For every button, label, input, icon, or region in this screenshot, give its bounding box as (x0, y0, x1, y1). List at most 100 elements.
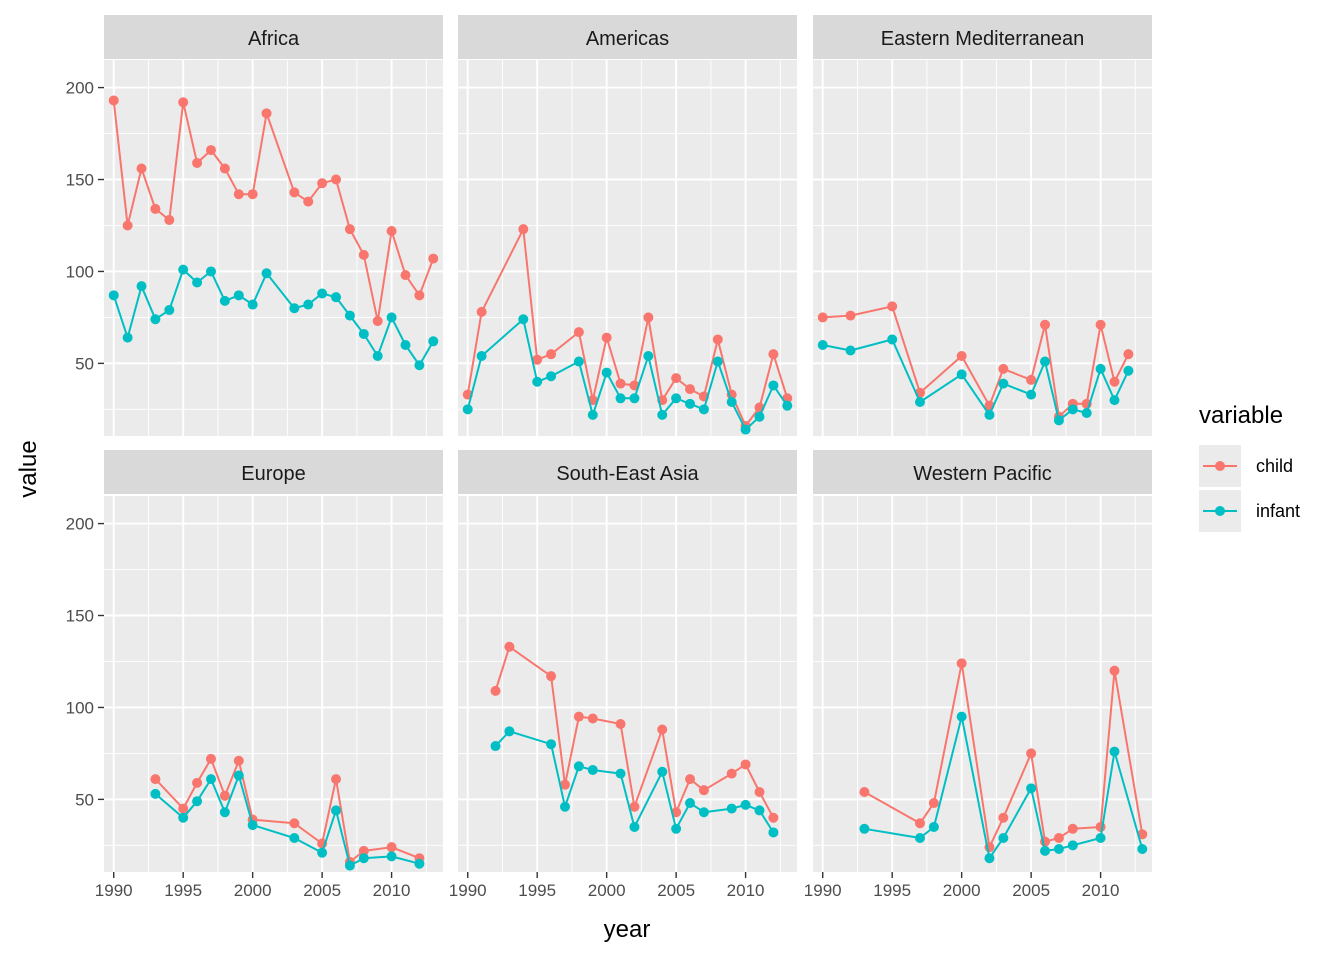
series-infant (462, 314, 793, 435)
y-tick-label: 100 (66, 262, 94, 281)
data-point-child (573, 711, 584, 722)
legend-entry-infant: infant (1199, 490, 1300, 532)
data-point-child (414, 290, 425, 301)
data-point-child (928, 798, 939, 809)
facet-europe: Europe 50 100 150 200 1990 1995 2000 2005 2010 (66, 450, 443, 900)
data-point-infant (289, 832, 300, 843)
data-point-child (1026, 748, 1037, 759)
data-point-infant (845, 345, 856, 356)
x-tick-label: 2000 (943, 881, 981, 900)
panel-background (104, 60, 443, 436)
data-point-infant (150, 788, 161, 799)
x-tick-label: 1995 (873, 881, 911, 900)
data-point-child (601, 332, 612, 343)
data-point-infant (768, 827, 779, 838)
x-axis-title: year (604, 916, 651, 943)
data-point-infant (657, 766, 668, 777)
x-tick-label: 2005 (657, 881, 695, 900)
data-point-child (1095, 319, 1106, 330)
data-point-infant (205, 266, 216, 277)
data-point-child (573, 327, 584, 338)
legend-label-child: child (1256, 456, 1293, 476)
data-point-infant (303, 299, 314, 310)
data-point-child (372, 316, 383, 327)
data-point-infant (685, 398, 696, 409)
data-point-infant (462, 404, 473, 415)
data-point-infant (629, 393, 640, 404)
data-point-infant (1123, 365, 1134, 376)
data-point-infant (400, 339, 411, 350)
data-point-child (726, 768, 737, 779)
data-point-infant (643, 351, 654, 362)
data-point-child (1026, 374, 1037, 385)
data-point-infant (178, 812, 189, 823)
data-point-infant (317, 847, 328, 858)
data-point-infant (601, 367, 612, 378)
data-point-infant (476, 351, 487, 362)
data-point-infant (587, 764, 598, 775)
facet-africa: Africa 50 100 150 200 (66, 15, 443, 436)
data-point-child (712, 334, 723, 345)
data-point-child (768, 812, 779, 823)
data-point-infant (219, 295, 230, 306)
data-point-infant (1040, 356, 1051, 367)
data-point-infant (1067, 840, 1078, 851)
data-point-child (1123, 349, 1134, 360)
data-point-infant (726, 803, 737, 814)
data-point-infant (998, 832, 1009, 843)
facet-strip-label: Africa (248, 28, 300, 50)
data-point-child (289, 187, 300, 198)
data-point-child (643, 312, 654, 323)
series-child (462, 224, 793, 431)
data-point-infant (331, 292, 342, 303)
data-point-child (956, 658, 967, 669)
facet-strip (458, 15, 797, 59)
data-point-infant (956, 711, 967, 722)
data-point-infant (914, 832, 925, 843)
data-point-child (1053, 832, 1064, 843)
data-point-child (476, 306, 487, 317)
data-point-child (1109, 665, 1120, 676)
legend-entry-child: child (1199, 445, 1293, 487)
data-point-infant (914, 396, 925, 407)
x-tick-label: 2010 (373, 881, 411, 900)
x-tick-label: 2010 (727, 881, 765, 900)
data-point-infant (1109, 395, 1120, 406)
data-point-infant (1026, 389, 1037, 400)
x-tick-label: 1995 (164, 881, 202, 900)
data-point-infant (344, 310, 355, 321)
x-tick-label: 1995 (518, 881, 556, 900)
facet-strip (104, 15, 443, 59)
data-point-child (740, 759, 751, 770)
data-point-infant (698, 404, 709, 415)
data-point-child (344, 224, 355, 235)
data-point-child (817, 312, 828, 323)
data-point-child (615, 718, 626, 729)
facet-strip (813, 15, 1152, 59)
facet-western-pacific: Western Pacific 1990 1995 2000 2005 2010 (804, 450, 1152, 900)
facet-strip (813, 450, 1152, 494)
data-point-infant (546, 371, 557, 382)
facet-panels: Africa 50 100 150 200 Americas Eastern Mediter… (66, 15, 1152, 900)
data-point-infant (261, 268, 272, 279)
data-point-infant (629, 821, 640, 832)
data-point-child (587, 713, 598, 724)
data-point-infant (233, 770, 244, 781)
data-point-infant (331, 805, 342, 816)
data-point-infant (532, 376, 543, 387)
data-point-child (504, 641, 515, 652)
series-infant (490, 726, 779, 838)
series-infant (817, 334, 1134, 426)
data-point-infant (108, 290, 119, 301)
data-point-infant (740, 424, 751, 435)
y-tick-label: 50 (75, 354, 94, 373)
data-point-infant (685, 798, 696, 809)
panel-background (813, 496, 1152, 872)
legend-title: variable (1199, 402, 1283, 429)
data-point-infant (317, 288, 328, 299)
data-point-infant (358, 853, 369, 864)
data-point-infant (386, 851, 397, 862)
data-point-child (219, 163, 230, 174)
data-point-infant (344, 860, 355, 871)
y-tick-label: 50 (75, 790, 94, 809)
